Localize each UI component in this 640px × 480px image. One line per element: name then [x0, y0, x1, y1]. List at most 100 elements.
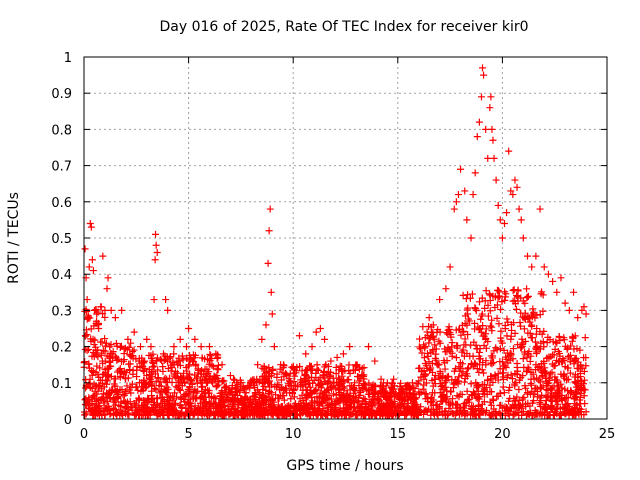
- data-point: [183, 343, 191, 351]
- data-point: [107, 306, 115, 314]
- data-point: [170, 395, 178, 403]
- data-point: [86, 375, 94, 383]
- data-point: [168, 378, 176, 386]
- data-point: [532, 384, 540, 392]
- data-point: [505, 397, 513, 405]
- data-point: [496, 402, 504, 410]
- data-point: [86, 220, 94, 228]
- data-point: [289, 390, 297, 398]
- data-point: [120, 350, 128, 358]
- data-point: [361, 407, 369, 415]
- data-point: [553, 356, 561, 364]
- data-point: [520, 325, 528, 333]
- data-point: [451, 411, 459, 419]
- data-point: [478, 406, 486, 414]
- data-point: [225, 386, 233, 394]
- data-point: [240, 385, 248, 393]
- data-point: [479, 64, 487, 72]
- data-point: [182, 390, 190, 398]
- data-point: [156, 355, 164, 363]
- data-point: [480, 71, 488, 79]
- data-point: [214, 381, 222, 389]
- data-point: [193, 408, 201, 416]
- data-point: [162, 296, 170, 304]
- data-point: [313, 365, 321, 373]
- data-point: [103, 380, 111, 388]
- axis-ticks: 0 5 10 15 20 25 0 0.1 0.2 0.3 0.4 0.5 0.6 0.7 0.8 0.9 1: [51, 51, 615, 442]
- data-point: [236, 378, 244, 386]
- data-point: [460, 400, 468, 408]
- data-point: [429, 401, 437, 409]
- data-point: [231, 376, 239, 384]
- data-point: [269, 366, 277, 374]
- data-point: [514, 341, 522, 349]
- data-point: [126, 351, 134, 359]
- data-point: [531, 338, 539, 346]
- data-point: [153, 357, 161, 365]
- data-point: [303, 386, 311, 394]
- data-point: [486, 322, 494, 330]
- data-point: [295, 332, 303, 340]
- data-point: [517, 344, 525, 352]
- data-point: [185, 362, 193, 370]
- data-point: [571, 373, 579, 381]
- data-point: [296, 395, 304, 403]
- data-point: [270, 343, 278, 351]
- data-point: [95, 373, 103, 381]
- data-point: [573, 380, 581, 388]
- data-point: [323, 389, 331, 397]
- data-point: [235, 401, 243, 409]
- data-point: [530, 309, 538, 317]
- data-point: [423, 328, 431, 336]
- data-point: [162, 386, 170, 394]
- data-point: [464, 330, 472, 338]
- data-point: [262, 321, 270, 329]
- data-point: [128, 406, 136, 414]
- data-point: [407, 411, 415, 419]
- data-point: [141, 384, 149, 392]
- data-point: [203, 355, 211, 363]
- data-point: [151, 256, 159, 264]
- data-point: [432, 345, 440, 353]
- data-point: [463, 387, 471, 395]
- data-point: [283, 371, 291, 379]
- data-point: [105, 373, 113, 381]
- data-point: [519, 355, 527, 363]
- data-point: [314, 410, 322, 418]
- data-point: [363, 386, 371, 394]
- data-point: [557, 274, 565, 282]
- data-point: [442, 398, 450, 406]
- data-point: [306, 362, 314, 370]
- data-point: [145, 351, 153, 359]
- data-point: [371, 383, 379, 391]
- data-point: [524, 329, 532, 337]
- data-point: [202, 399, 210, 407]
- data-point: [226, 372, 234, 380]
- data-point: [351, 411, 359, 419]
- data-point: [101, 313, 109, 321]
- data-point: [215, 378, 223, 386]
- data-point: [488, 360, 496, 368]
- data-point: [118, 306, 126, 314]
- data-point: [136, 343, 144, 351]
- data-point: [148, 404, 156, 412]
- data-point: [280, 362, 288, 370]
- data-point: [435, 361, 443, 369]
- data-point: [455, 373, 463, 381]
- data-point: [548, 384, 556, 392]
- data-point: [565, 306, 573, 314]
- data-point: [440, 391, 448, 399]
- data-point: [479, 332, 487, 340]
- data-point: [484, 154, 492, 162]
- data-point: [551, 408, 559, 416]
- data-point: [520, 393, 528, 401]
- data-point: [242, 389, 250, 397]
- data-point: [411, 395, 419, 403]
- data-point: [157, 407, 165, 415]
- data-point: [467, 380, 475, 388]
- data-point: [531, 411, 539, 419]
- data-point: [327, 357, 335, 365]
- data-point: [206, 401, 214, 409]
- data-point: [540, 327, 548, 335]
- data-point: [478, 310, 486, 318]
